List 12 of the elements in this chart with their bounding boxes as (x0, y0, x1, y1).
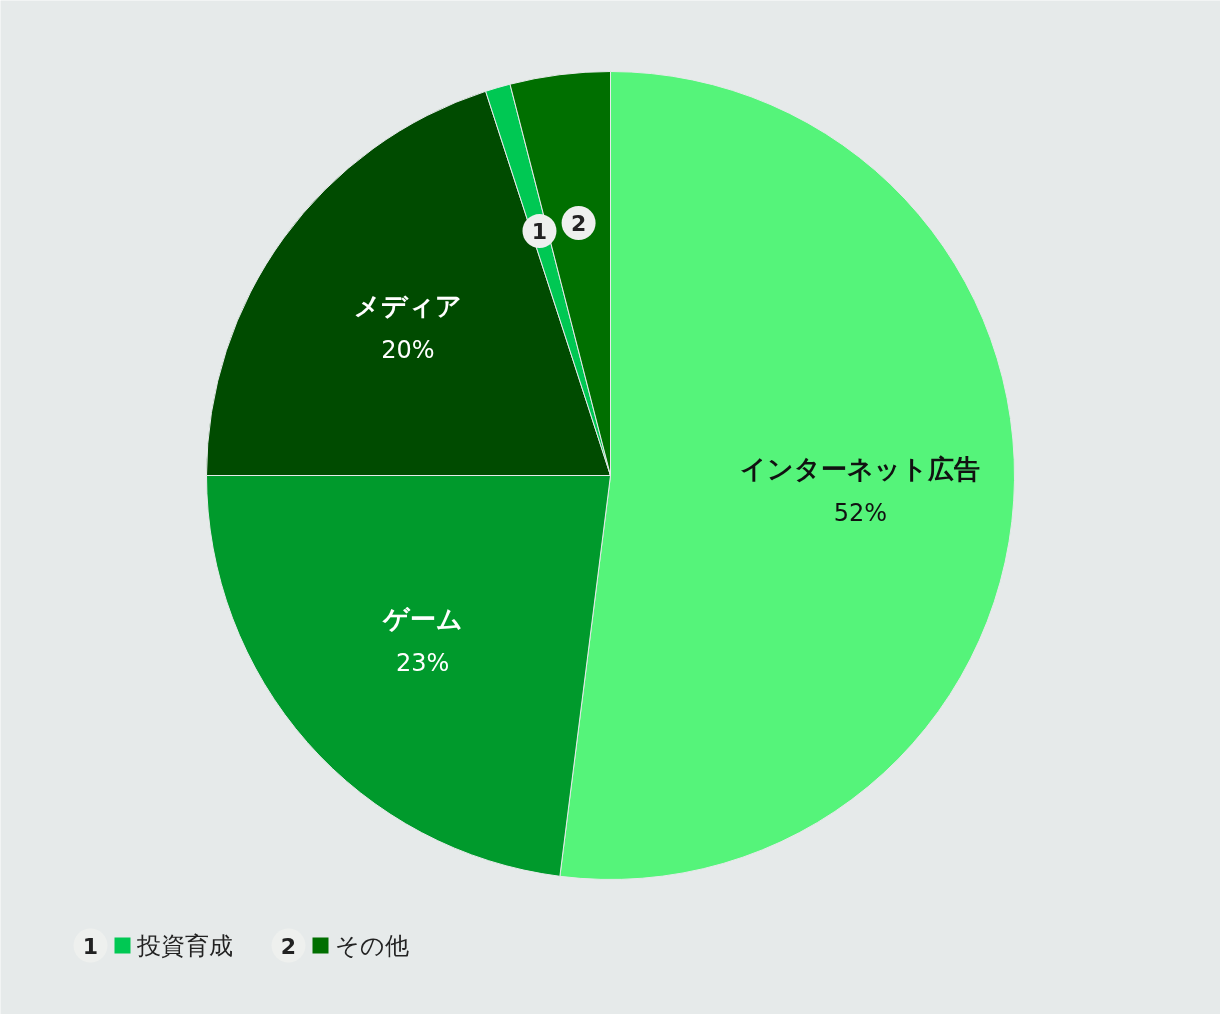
text: 2 (280, 933, 297, 959)
slice-label: ゲーム (381, 604, 463, 635)
data-label: 23% (395, 649, 450, 678)
legend-label: 投資育成 (135, 931, 233, 960)
text: 1 (531, 219, 548, 245)
slice-label: インターネット広告 (740, 454, 981, 485)
data-label: 20% (381, 336, 435, 365)
legend-label: その他 (334, 931, 409, 960)
slice-label: メディア (353, 291, 462, 322)
text: 2 (570, 210, 587, 236)
text: 1 (82, 933, 99, 959)
data-label: 52% (833, 499, 888, 528)
